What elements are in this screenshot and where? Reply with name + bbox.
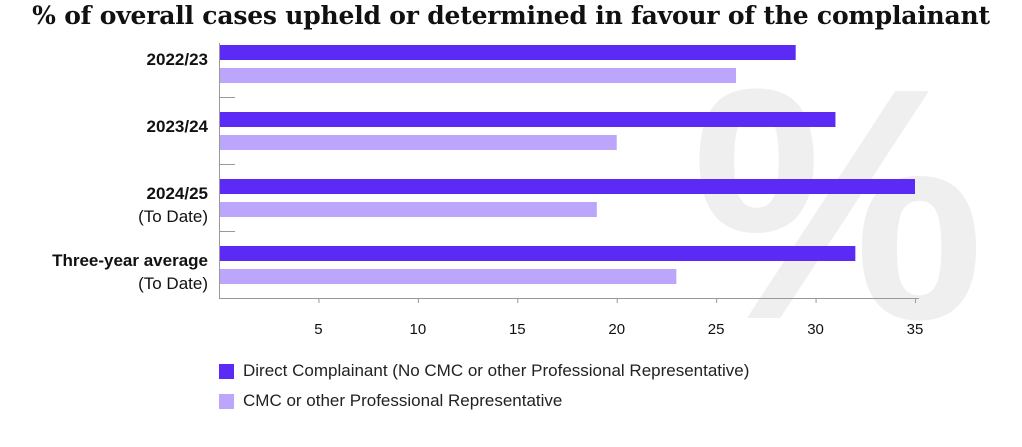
x-tick-label: 25 xyxy=(708,321,725,338)
legend-label: Direct Complainant (No CMC or other Prof… xyxy=(243,361,750,380)
bar xyxy=(219,135,617,150)
category-labels: 2022/23 2023/24 2024/25 (To Date) Three-year… xyxy=(52,50,208,293)
legend-item: Direct Complainant (No CMC or other Prof… xyxy=(219,356,749,386)
legend: Direct Complainant (No CMC or other Prof… xyxy=(219,356,749,416)
x-tick-label: 35 xyxy=(907,321,924,338)
bar xyxy=(219,45,796,60)
category-label: 2023/24 xyxy=(147,117,209,136)
bar xyxy=(219,246,856,261)
x-axis: 5 10 15 20 25 30 35 xyxy=(219,43,923,338)
x-tick-label: 5 xyxy=(314,321,322,338)
bar-chart: % 5 10 15 20 25 30 35 2022/232023/242024/25(To… xyxy=(52,19,985,350)
legend-label: CMC or other Professional Representative xyxy=(243,391,563,410)
chart-title: % of overall cases upheld or determined … xyxy=(32,1,990,30)
x-tick-label: 30 xyxy=(807,321,824,338)
x-tick-label: 20 xyxy=(608,321,625,338)
bar xyxy=(219,68,737,83)
category-label: 2022/23 xyxy=(147,50,208,69)
legend-swatch xyxy=(219,363,234,379)
category-sublabel: (To Date) xyxy=(138,207,208,226)
bar xyxy=(219,179,915,194)
category-label: 2024/25 xyxy=(147,184,208,203)
x-tick-label: 15 xyxy=(509,321,526,338)
bar xyxy=(219,112,836,127)
bar xyxy=(219,202,597,217)
bars xyxy=(219,45,915,284)
legend-swatch xyxy=(219,393,234,409)
x-tick-label: 10 xyxy=(410,321,427,338)
bar xyxy=(219,269,677,284)
category-label: Three-year average xyxy=(52,251,208,270)
legend-item: CMC or other Professional Representative xyxy=(219,386,749,416)
category-sublabel: (To Date) xyxy=(138,274,208,293)
